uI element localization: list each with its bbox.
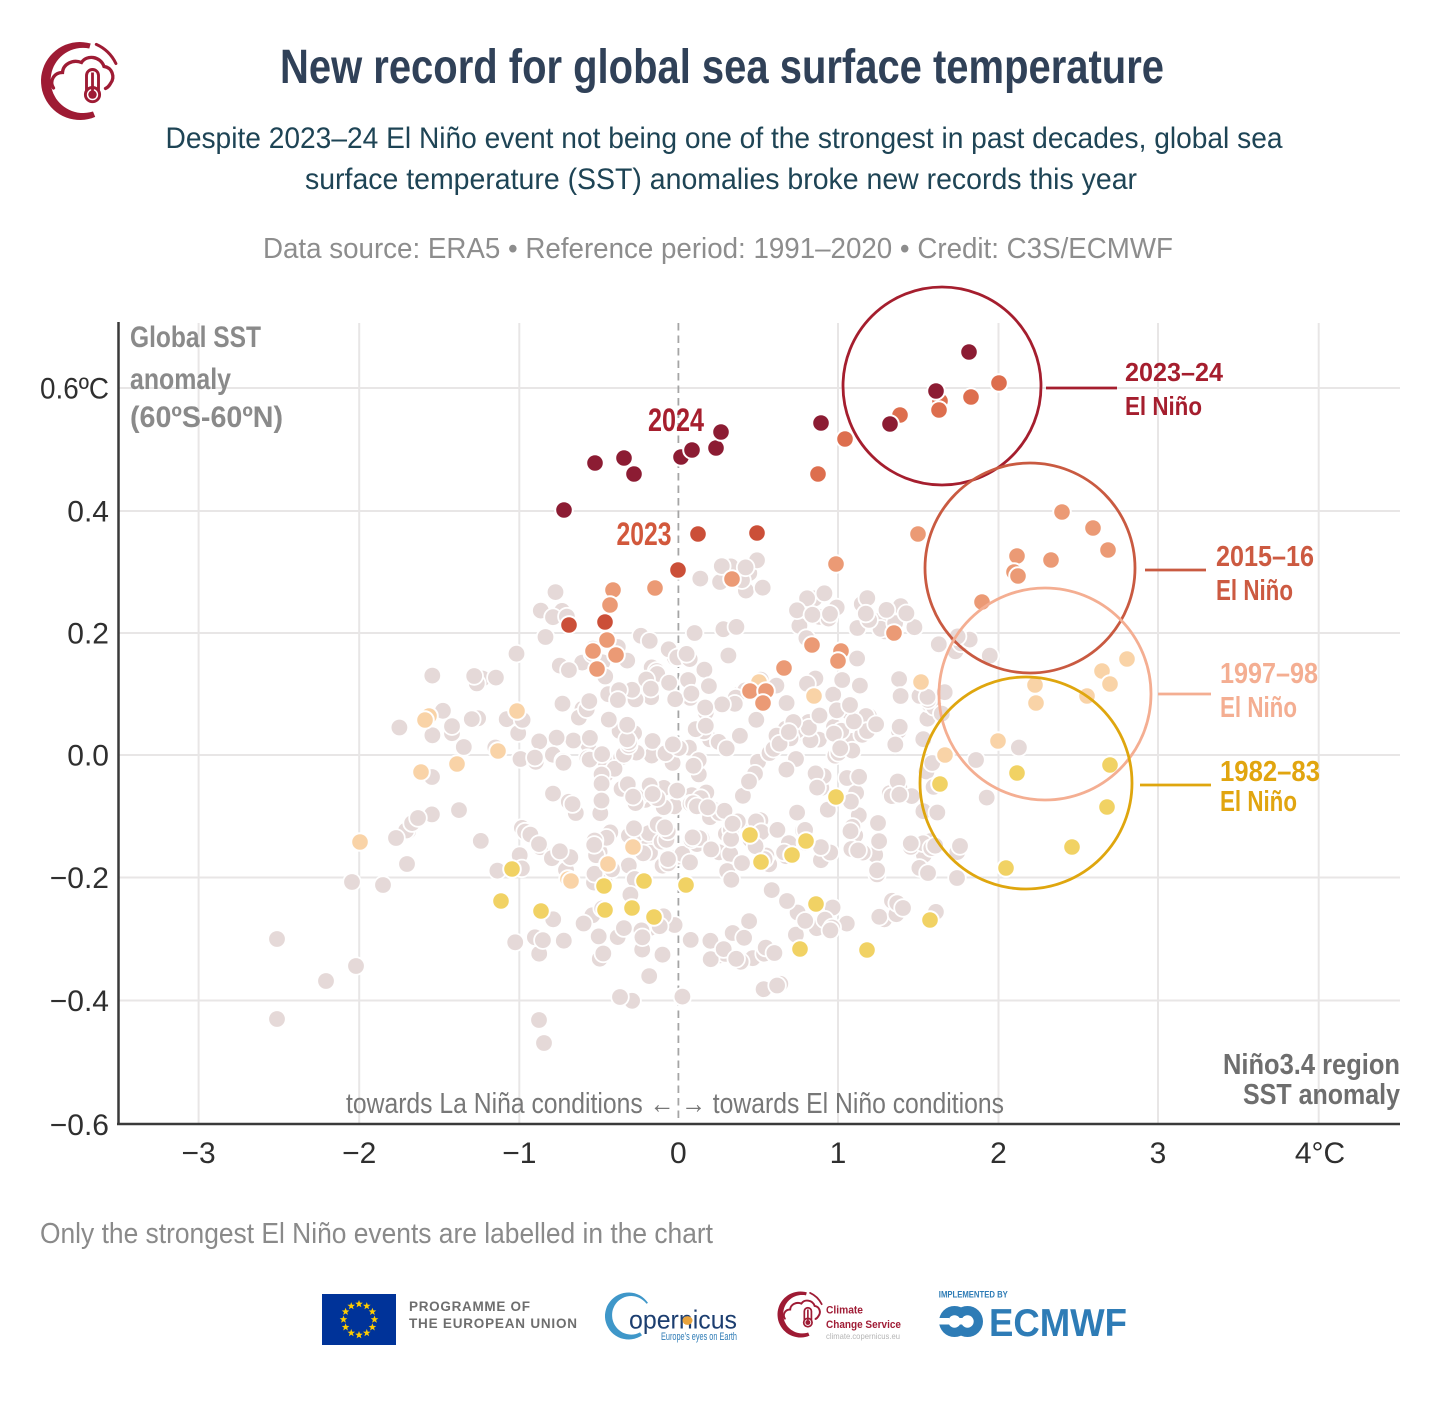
- svg-text:El Niño: El Niño: [1216, 575, 1293, 607]
- svg-text:surface temperature (SST) anom: surface temperature (SST) anomalies brok…: [305, 163, 1137, 196]
- svg-text:2023–24: 2023–24: [1125, 357, 1224, 387]
- svg-text:0.0: 0.0: [67, 740, 109, 773]
- svg-text:−0.2: −0.2: [50, 862, 109, 895]
- svg-text:1997–98: 1997–98: [1220, 658, 1318, 690]
- svg-text:−1: −1: [502, 1137, 536, 1170]
- svg-text:climate.copernicus.eu: climate.copernicus.eu: [826, 1331, 900, 1341]
- svg-text:2024: 2024: [648, 402, 704, 438]
- svg-text:1982–83: 1982–83: [1220, 756, 1320, 788]
- svg-text:IMPLEMENTED BY: IMPLEMENTED BY: [939, 1290, 1009, 1301]
- svg-text:THE EUROPEAN UNION: THE EUROPEAN UNION: [409, 1316, 577, 1331]
- svg-text:towards La Niña conditions ← →: towards La Niña conditions ← → towards E…: [346, 1088, 1004, 1120]
- svg-text:Europe’s eyes on Earth: Europe’s eyes on Earth: [661, 1331, 737, 1343]
- svg-text:Change Service: Change Service: [826, 1319, 901, 1331]
- svg-text:anomaly: anomaly: [130, 363, 231, 396]
- svg-text:3: 3: [1150, 1137, 1167, 1170]
- svg-text:Global SST: Global SST: [130, 321, 261, 354]
- svg-text:Climate: Climate: [826, 1305, 863, 1317]
- svg-text:−0.4: −0.4: [50, 985, 109, 1018]
- svg-text:SST anomaly: SST anomaly: [1243, 1079, 1400, 1111]
- svg-text:New record for global sea surf: New record for global sea surface temper…: [280, 41, 1164, 94]
- svg-text:2023: 2023: [617, 516, 672, 552]
- svg-text:0.6ºC: 0.6ºC: [40, 373, 109, 406]
- svg-text:0.4: 0.4: [67, 496, 109, 529]
- svg-text:2015–16: 2015–16: [1216, 541, 1314, 573]
- svg-text:Only the strongest El Niño eve: Only the strongest El Niño events are la…: [40, 1218, 713, 1250]
- svg-text:Despite 2023–24 El Niño event: Despite 2023–24 El Niño event not being …: [166, 122, 1284, 155]
- svg-text:2: 2: [990, 1137, 1007, 1170]
- svg-text:El Niño: El Niño: [1125, 391, 1202, 421]
- svg-text:Data source: ERA5 • Reference: Data source: ERA5 • Reference period: 19…: [263, 233, 1173, 265]
- svg-text:0.2: 0.2: [67, 618, 109, 651]
- svg-text:−3: −3: [181, 1137, 215, 1170]
- svg-text:(60ºS-60ºN): (60ºS-60ºN): [130, 401, 283, 434]
- svg-text:1: 1: [830, 1137, 847, 1170]
- svg-text:−2: −2: [342, 1137, 376, 1170]
- svg-text:4°C: 4°C: [1295, 1137, 1345, 1170]
- svg-text:El Niño: El Niño: [1220, 692, 1297, 724]
- svg-text:0: 0: [670, 1137, 687, 1170]
- svg-text:El Niño: El Niño: [1220, 786, 1297, 818]
- svg-text:PROGRAMME OF: PROGRAMME OF: [409, 1299, 530, 1314]
- svg-text:ECMWF: ECMWF: [989, 1302, 1127, 1345]
- svg-text:Niño3.4 region: Niño3.4 region: [1223, 1049, 1400, 1081]
- svg-text:−0.6: −0.6: [50, 1109, 109, 1142]
